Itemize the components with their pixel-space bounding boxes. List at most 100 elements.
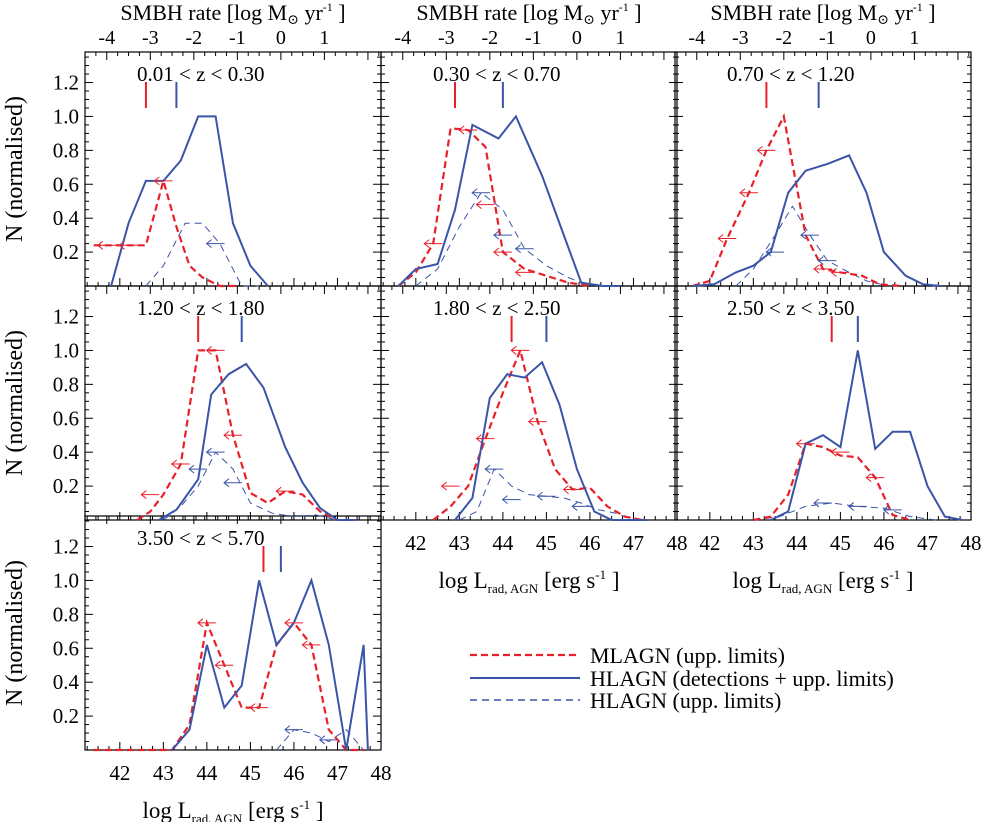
- x-axis-label: log Lrad, AGN [erg s-1 ]: [142, 797, 323, 822]
- top-tick-label: -1: [525, 27, 542, 49]
- x-tick-label: 48: [667, 531, 688, 555]
- x-tick-label: 47: [917, 531, 938, 555]
- series-line-mlagn: [93, 618, 364, 752]
- top-tick-label: -2: [775, 27, 792, 49]
- panel-frame: [380, 285, 678, 521]
- series-line-hlagn-upper-limits: [163, 451, 338, 521]
- upper-limit-arrow-hlagn: [800, 230, 819, 240]
- upper-limit-arrow-hlagn: [817, 256, 837, 265]
- panel-frame: [674, 51, 972, 287]
- y-tick-label: 1.2: [53, 305, 79, 329]
- upper-limit-arrow-mlagn: [440, 481, 460, 491]
- upper-limit-arrow-hlagn: [471, 188, 491, 198]
- upper-limit-arrow-hlagn: [284, 725, 303, 735]
- upper-limit-arrow-hlagn: [571, 502, 591, 511]
- y-tick-label: 1.2: [53, 535, 79, 559]
- legend: MLAGN (upp. limits) HLAGN (detections + …: [470, 643, 894, 713]
- upper-limit-arrow-hlagn: [318, 735, 338, 745]
- panel-redshift-label: 0.30 < z < 0.70: [433, 62, 561, 86]
- legend-label-hlu: HLAGN (upp. limits): [590, 688, 781, 713]
- x-tick-label: 44: [786, 531, 808, 555]
- y-tick-label: 0.8: [53, 602, 79, 626]
- upper-limit-arrow-mlagn: [170, 459, 190, 469]
- upper-limit-arrow-mlagn: [830, 268, 850, 277]
- panel-data-layer: [93, 82, 963, 752]
- top-tick-label: 1: [909, 27, 919, 49]
- series-line-hlagn: [158, 362, 355, 521]
- y-tick-label: 0.8: [53, 138, 79, 162]
- panel-frame: [84, 515, 382, 751]
- upper-limit-arrow-hlagn: [205, 447, 225, 457]
- y-axis-label: N (normalised): [2, 560, 28, 706]
- x-tick-label: 43: [449, 531, 470, 555]
- upper-limit-arrow-mlagn: [795, 439, 815, 449]
- top-axis-label: SMBH rate [log M⊙ yr-1 ]: [416, 0, 641, 28]
- y-tick-label: 0.2: [53, 474, 79, 498]
- y-tick-label: 1.0: [53, 568, 79, 592]
- series-line-hlagn-upper-limits: [145, 222, 260, 287]
- upper-limit-arrow-mlagn: [205, 346, 225, 355]
- series-line-mlagn: [93, 176, 238, 288]
- y-tick-label: 0.4: [53, 206, 80, 230]
- upper-limit-arrow-mlagn: [475, 434, 495, 443]
- upper-limit-arrow-mlagn: [301, 640, 321, 650]
- y-tick-label: 0.4: [53, 440, 80, 464]
- x-tick-label: 45: [536, 531, 557, 555]
- upper-limit-arrow-mlagn: [284, 618, 303, 628]
- y-tick-label: 0.6: [53, 172, 79, 196]
- top-axis-label: SMBH rate [log M⊙ yr-1 ]: [710, 0, 935, 28]
- x-axis-label: log Lrad, AGN [erg s-1 ]: [732, 567, 913, 596]
- series-line-hlagn: [110, 115, 269, 287]
- x-tick-label: 46: [873, 531, 894, 555]
- panel-frame: [380, 51, 678, 287]
- panel-frame: [84, 285, 382, 521]
- upper-limit-arrow-mlagn: [96, 240, 116, 250]
- series-line-hlagn: [171, 577, 369, 751]
- top-tick-label: -1: [229, 27, 246, 49]
- upper-limit-arrow-hlagn: [882, 505, 902, 515]
- upper-limit-arrow-mlagn: [562, 485, 582, 494]
- x-tick-label: 44: [492, 531, 514, 555]
- x-tick-label: 44: [196, 761, 218, 785]
- top-tick-label: 1: [615, 27, 625, 49]
- panel-redshift-label: 1.20 < z < 1.80: [137, 296, 265, 320]
- upper-limit-arrow-mlagn: [830, 447, 850, 457]
- upper-limit-arrow-hlagn: [223, 478, 242, 488]
- upper-limit-arrow-hlagn: [813, 498, 832, 508]
- top-tick-label: -2: [185, 27, 202, 49]
- panel-redshift-label: 2.50 < z < 3.50: [727, 296, 855, 320]
- y-tick-label: 1.0: [53, 338, 79, 362]
- y-tick-label: 0.2: [53, 704, 79, 728]
- upper-limit-arrow-mlagn: [140, 490, 160, 499]
- x-tick-label: 48: [371, 761, 392, 785]
- upper-limit-arrow-mlagn: [223, 430, 242, 440]
- x-tick-label: 45: [830, 531, 851, 555]
- y-axis-label: N (normalised): [2, 330, 28, 476]
- upper-limit-arrow-mlagn: [493, 247, 512, 257]
- top-axis-label: SMBH rate [log M⊙ yr-1 ]: [120, 0, 345, 28]
- x-tick-label: 48: [961, 531, 981, 555]
- x-axis-label: log Lrad, AGN [erg s-1 ]: [438, 567, 619, 596]
- upper-limit-arrow-hlagn: [188, 464, 208, 474]
- upper-limit-arrow-hlagn: [484, 464, 504, 474]
- upper-limit-arrow-mlagn: [510, 346, 530, 355]
- x-tick-label: 46: [283, 761, 304, 785]
- y-tick-label: 0.6: [53, 406, 79, 430]
- y-tick-label: 0.2: [53, 240, 79, 264]
- panel-redshift-label: 1.80 < z < 2.50: [433, 296, 561, 320]
- upper-limit-arrow-hlagn: [493, 230, 512, 240]
- y-tick-label: 1.0: [53, 104, 79, 128]
- upper-limit-arrow-mlagn: [197, 618, 216, 628]
- top-tick-label: -1: [819, 27, 836, 49]
- panel-frame: [84, 51, 382, 287]
- upper-limit-arrow-mlagn: [813, 264, 832, 274]
- upper-limit-arrow-mlagn: [275, 486, 295, 496]
- x-tick-label: 42: [405, 531, 426, 555]
- series-line-mlagn: [692, 113, 902, 288]
- x-tick-label: 43: [743, 531, 764, 555]
- upper-limit-arrow-mlagn: [118, 240, 138, 250]
- upper-limit-arrow-mlagn: [739, 188, 758, 198]
- series-line-mlagn: [432, 346, 643, 522]
